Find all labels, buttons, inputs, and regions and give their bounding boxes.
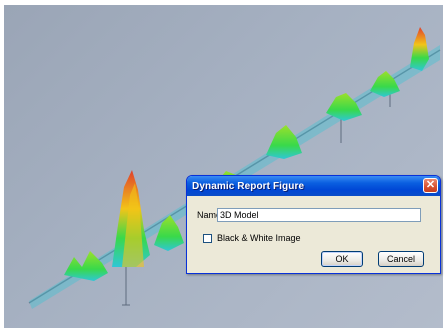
peak-3 xyxy=(154,215,184,251)
dynamic-report-figure-dialog: Dynamic Report Figure ✕ Name Black & Whi… xyxy=(186,175,441,274)
3d-plot xyxy=(28,27,441,309)
ok-button[interactable]: OK xyxy=(321,251,363,267)
peak-7 xyxy=(370,71,400,97)
bw-image-row[interactable]: Black & White Image xyxy=(203,233,301,243)
cancel-button[interactable]: Cancel xyxy=(378,251,424,267)
3d-model-viewport[interactable] xyxy=(4,5,443,328)
name-row: Name xyxy=(197,208,421,222)
dialog-titlebar[interactable]: Dynamic Report Figure ✕ xyxy=(187,176,440,196)
close-button[interactable]: ✕ xyxy=(423,178,438,193)
dialog-title: Dynamic Report Figure xyxy=(192,180,305,192)
name-input[interactable] xyxy=(217,208,421,222)
peak-5 xyxy=(266,125,302,159)
peak-8-end xyxy=(410,27,429,71)
close-icon: ✕ xyxy=(425,179,436,191)
bw-image-checkbox[interactable] xyxy=(203,233,212,243)
peak-2-main xyxy=(112,170,150,267)
name-label: Name xyxy=(197,210,222,220)
bw-image-label: Black & White Image xyxy=(217,233,301,243)
peak-6 xyxy=(326,93,362,121)
peak-1 xyxy=(64,251,108,281)
